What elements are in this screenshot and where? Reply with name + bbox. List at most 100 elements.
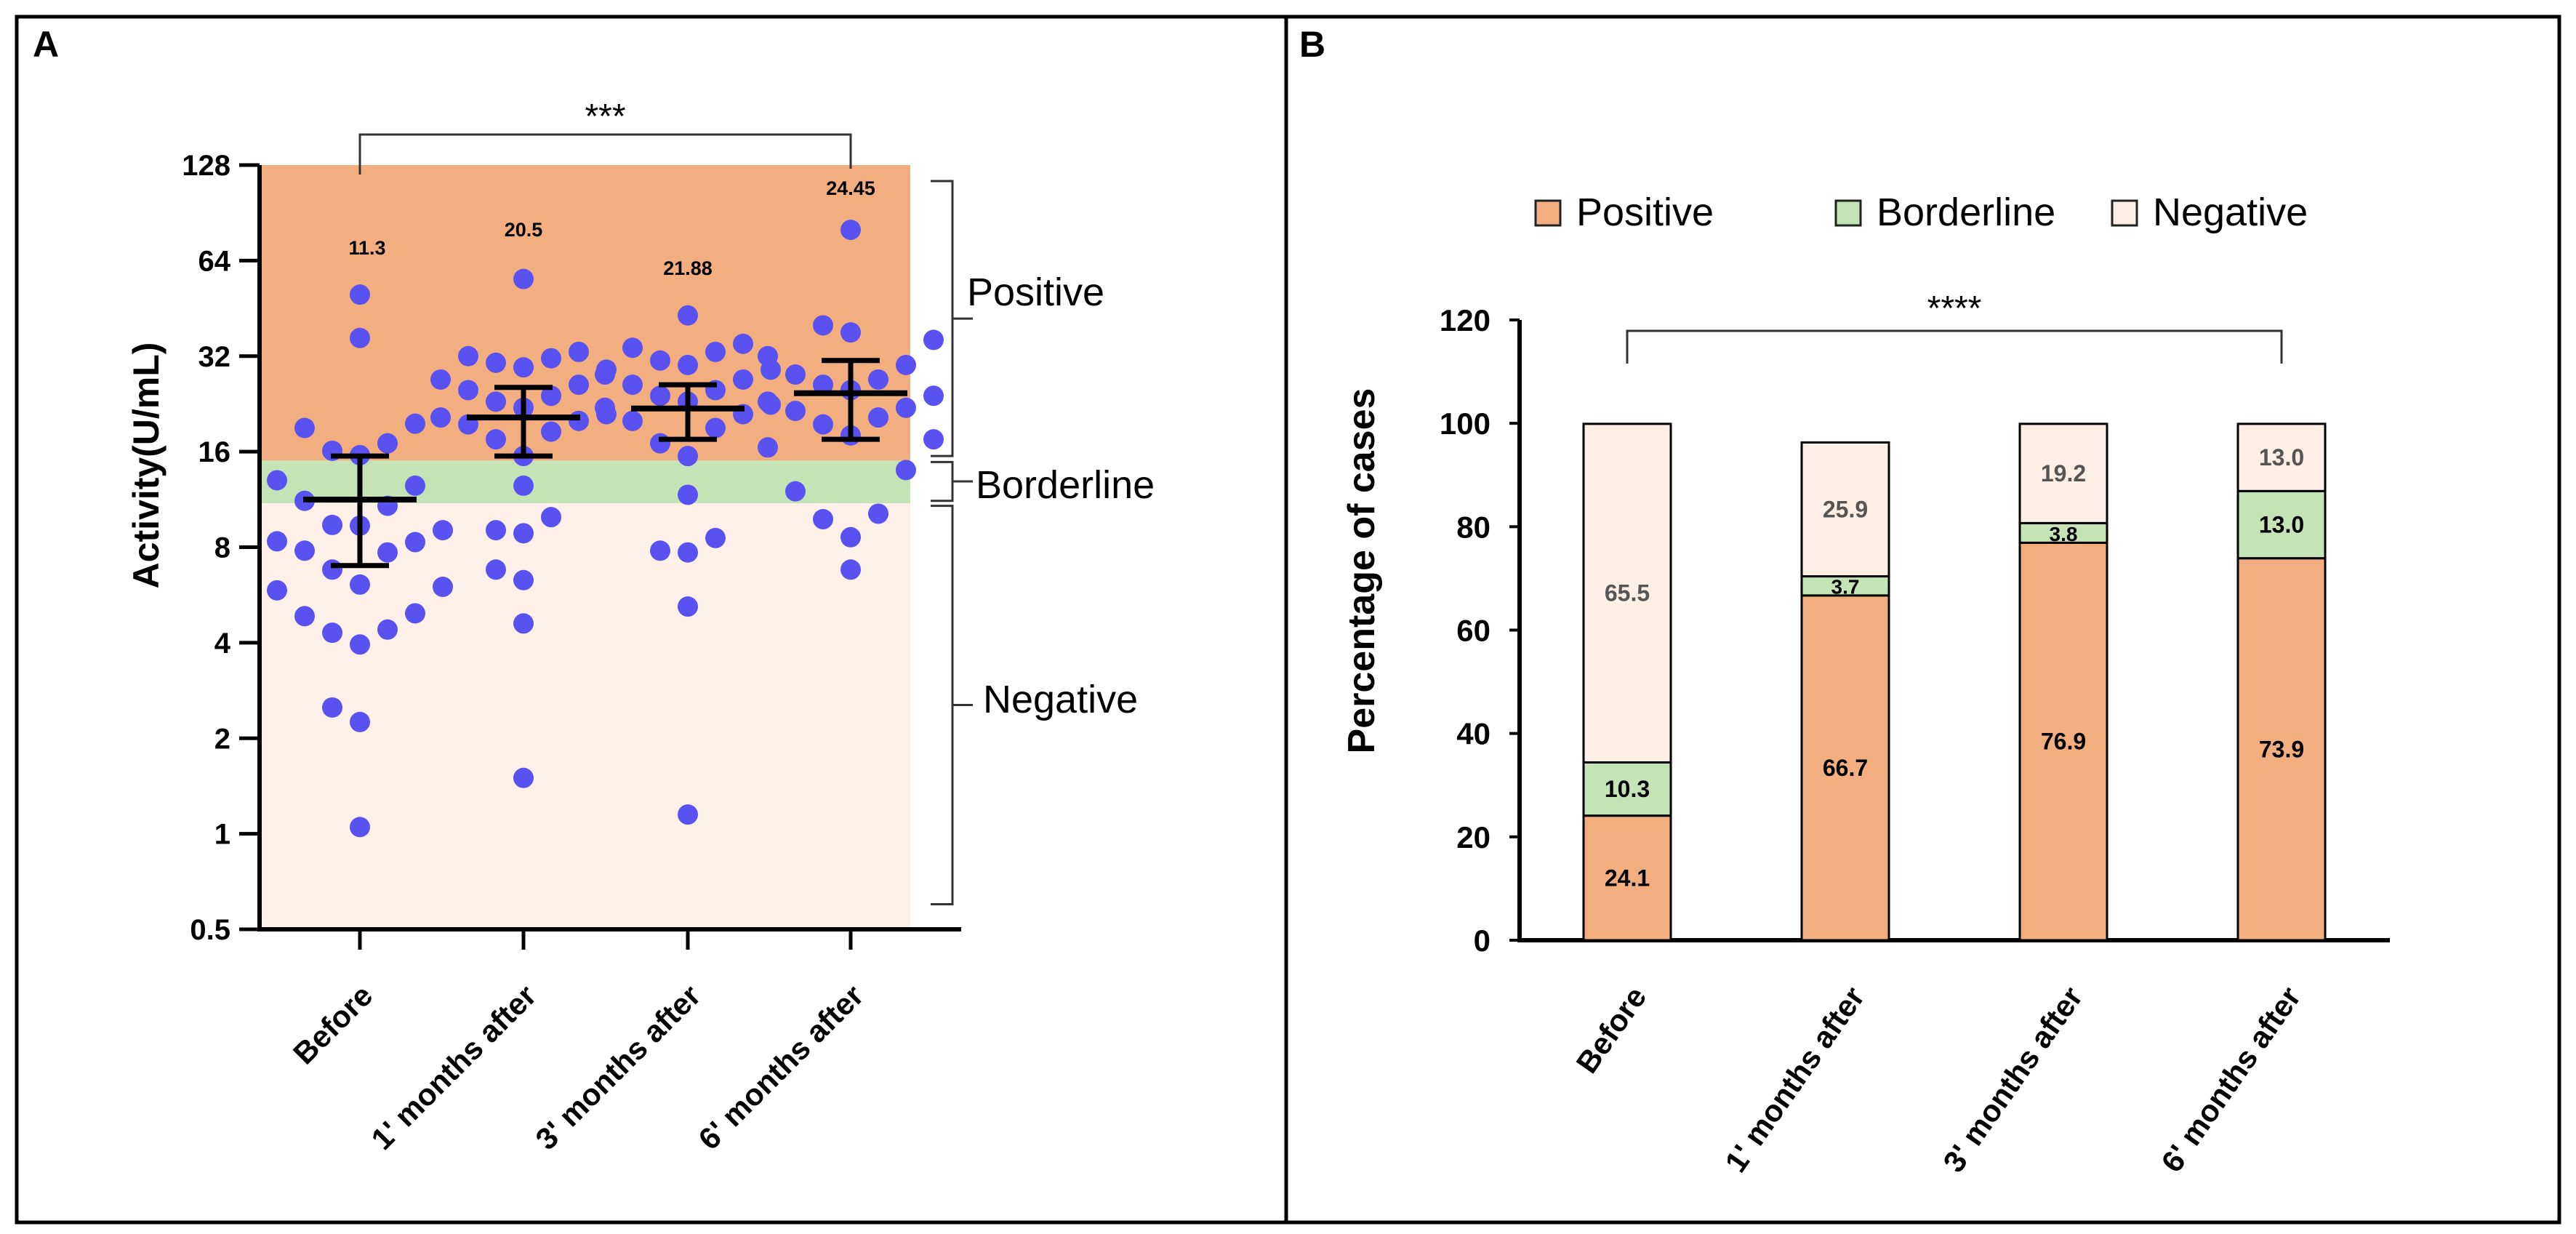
bracket-borderline: [931, 460, 954, 502]
median-value-label: 24.45: [826, 177, 875, 199]
bar-segment-positive: [2236, 557, 2327, 942]
data-point: [650, 433, 670, 454]
data-point: [350, 327, 370, 348]
data-point: [377, 542, 398, 563]
data-point: [513, 268, 534, 289]
bar-value-label: 13.0: [2259, 444, 2304, 470]
data-point: [458, 380, 478, 401]
median-value-label: 20.5: [505, 219, 543, 241]
data-point: [678, 804, 698, 825]
legend-label-positive: Positive: [1576, 191, 1714, 234]
data-point: [758, 437, 778, 458]
bar-value-label: 13.0: [2259, 511, 2304, 537]
data-point: [405, 532, 425, 553]
data-point: [458, 345, 478, 366]
y-axis-label: Activity(U/mL): [126, 342, 166, 589]
data-point: [513, 767, 534, 788]
bar-segment-negative: [1582, 422, 1672, 764]
y-axis-label: Percentage of cases: [1341, 388, 1383, 754]
data-point: [433, 577, 453, 598]
bar-value-label: 24.1: [1605, 865, 1650, 891]
data-point: [267, 531, 287, 552]
y-tick-label: 16: [198, 436, 231, 468]
data-point: [541, 385, 561, 406]
bracket-negative: [931, 505, 954, 905]
x-tick-label: 1' months after: [364, 978, 542, 1156]
data-point: [430, 369, 451, 390]
legend-swatch-positive: [1534, 199, 1562, 227]
data-point: [513, 357, 534, 378]
bar-value-label: 73.9: [2259, 736, 2304, 762]
x-tick-label: 3' months after: [1936, 980, 2089, 1178]
data-point: [433, 520, 453, 541]
data-point: [595, 364, 615, 385]
data-point: [569, 410, 589, 431]
y-tick-label: 2: [214, 723, 230, 755]
data-point: [785, 364, 806, 385]
data-point: [705, 527, 726, 548]
bracket-positive: [931, 180, 954, 457]
data-point: [813, 374, 833, 396]
bar-value-label: 66.7: [1823, 755, 1868, 781]
y-tick-label: 80: [1456, 510, 1490, 544]
y-tick-label: 100: [1440, 406, 1490, 441]
data-point: [896, 354, 916, 375]
data-point: [322, 622, 342, 644]
legend-label-negative: Negative: [2153, 191, 2308, 234]
data-point: [486, 559, 506, 580]
bar-value-label: 3.8: [2050, 523, 2078, 545]
data-point: [322, 559, 342, 580]
y-tick-label: 20: [1456, 820, 1490, 854]
panel-a-label: A: [33, 24, 59, 65]
data-point: [678, 305, 698, 326]
data-point: [513, 613, 534, 634]
data-point: [678, 542, 698, 563]
y-tick-label: 4: [214, 628, 231, 660]
data-point: [840, 322, 861, 343]
significance-label: ***: [585, 97, 625, 136]
panel-b-label: B: [1299, 24, 1325, 65]
bar-value-label: 25.9: [1823, 497, 1868, 523]
median-value-label: 21.88: [663, 257, 713, 279]
data-point: [267, 470, 287, 491]
data-point: [294, 540, 315, 561]
data-point: [733, 333, 753, 354]
data-point: [569, 374, 589, 396]
data-point: [513, 475, 534, 496]
data-point: [868, 369, 888, 390]
data-point: [650, 385, 670, 406]
significance-bracket: [1626, 329, 2283, 364]
median-value-label: 11.3: [348, 237, 385, 259]
x-tick-label: Before: [1570, 980, 1653, 1079]
data-point: [622, 337, 643, 358]
bar-segment-positive: [1800, 594, 1890, 942]
y-tick-label: 40: [1456, 717, 1490, 751]
data-point: [813, 509, 833, 530]
y-tick-label: 1: [214, 819, 230, 851]
y-tick-label: 8: [214, 532, 230, 564]
bar-value-label: 19.2: [2041, 460, 2086, 486]
data-point: [350, 817, 370, 838]
data-point: [678, 484, 698, 505]
bar-segment-positive: [2018, 541, 2108, 942]
data-point: [785, 481, 806, 502]
band-label-positive: Positive: [967, 271, 1104, 314]
band-label-negative: Negative: [983, 678, 1138, 721]
data-point: [377, 619, 398, 640]
bar-segment-negative: [1800, 441, 1890, 578]
data-point: [430, 407, 451, 428]
data-point: [923, 429, 944, 450]
data-point: [486, 352, 506, 373]
data-point: [622, 374, 643, 396]
y-tick-label: 0.5: [190, 914, 230, 946]
data-point: [813, 315, 833, 336]
panel-b-frame: [1284, 15, 2561, 1225]
data-point: [350, 711, 370, 732]
data-point: [923, 385, 944, 406]
y-tick-label: 128: [182, 150, 230, 182]
data-point: [405, 603, 425, 624]
data-point: [595, 397, 615, 418]
data-point: [322, 697, 342, 718]
significance-bracket: [358, 133, 852, 175]
data-point: [350, 634, 370, 655]
